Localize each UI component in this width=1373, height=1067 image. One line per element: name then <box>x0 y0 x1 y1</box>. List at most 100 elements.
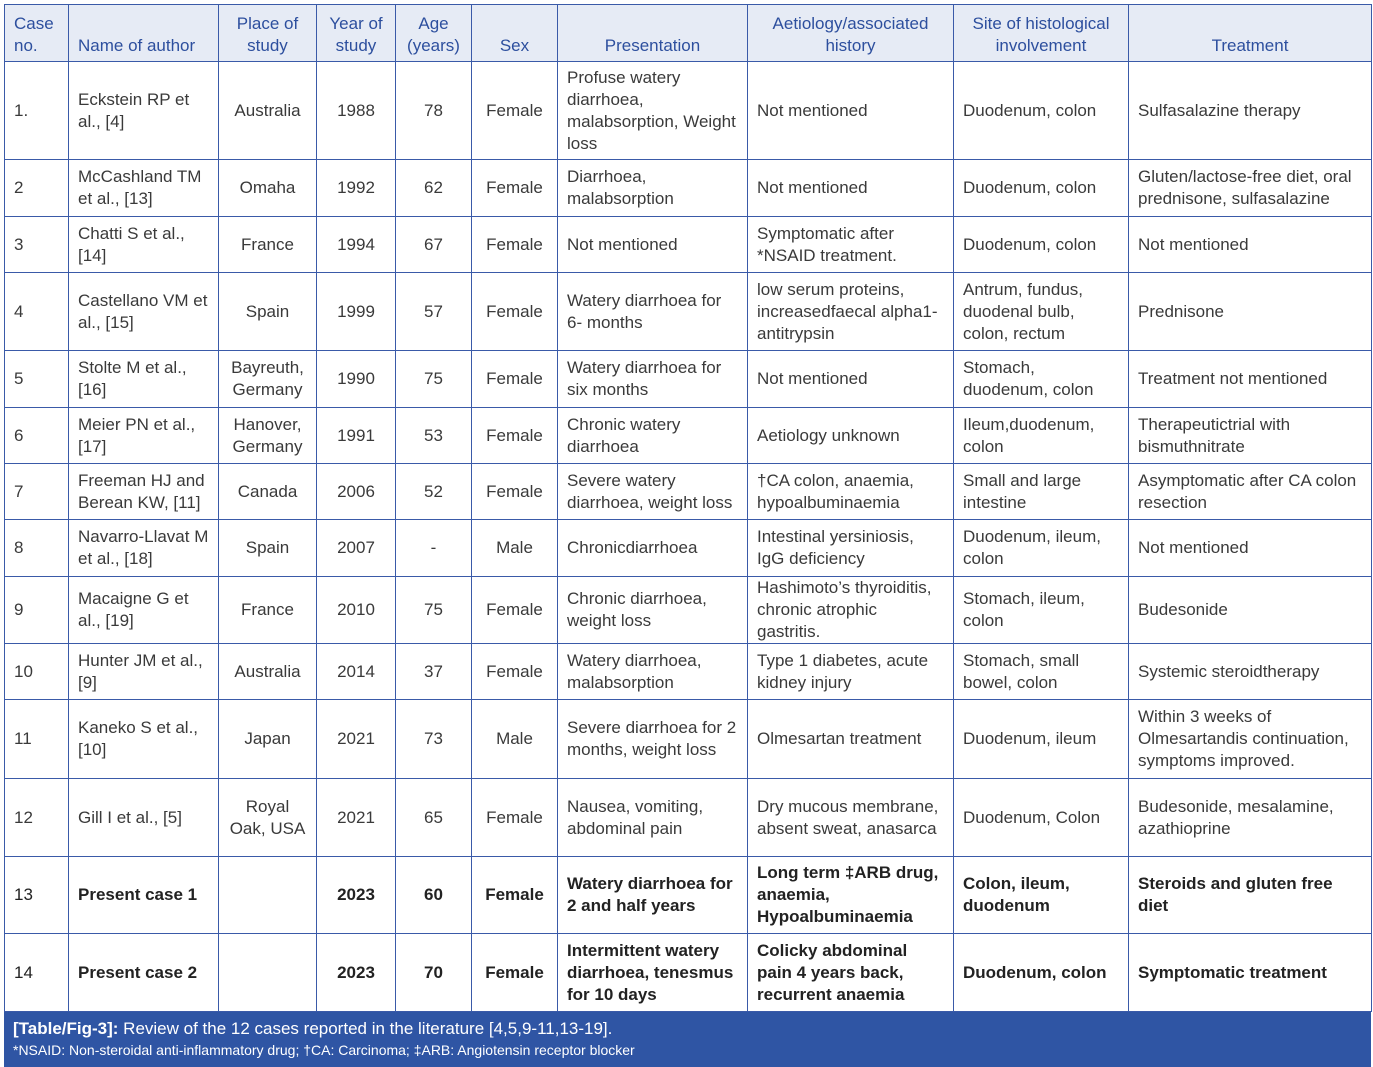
table-cell: 13 <box>4 856 69 934</box>
table-cell: Female <box>471 463 558 520</box>
column-header: Age (years) <box>395 4 472 62</box>
column-header: Place of study <box>218 4 317 62</box>
table-cell: 2021 <box>316 699 396 779</box>
caption-label: [Table/Fig-3]: <box>13 1019 119 1038</box>
table-cell: Female <box>471 350 558 408</box>
table-cell: Watery diarrhoea for 2 and half years <box>557 856 748 934</box>
table-cell <box>218 856 317 934</box>
table-cell: 1988 <box>316 61 396 160</box>
table-cell: 2010 <box>316 576 396 644</box>
table-cell: 52 <box>395 463 472 520</box>
table-cell: Small and large intestine <box>953 463 1129 520</box>
table-cell: Meier PN et al., [17] <box>68 407 219 464</box>
table-row: 2 McCashland TM et al., [13] Omaha 1992 62 Fe… <box>4 159 1372 217</box>
table-cell: 12 <box>4 778 69 857</box>
table-cell: 9 <box>4 576 69 644</box>
table-caption: [Table/Fig-3]: Review of the 12 cases re… <box>4 1012 1371 1067</box>
table-cell: - <box>395 519 472 577</box>
table-cell: 8 <box>4 519 69 577</box>
table-cell: 53 <box>395 407 472 464</box>
table-cell: Stomach, duodenum, colon <box>953 350 1129 408</box>
table-cell: Female <box>471 643 558 700</box>
table-cell: Colon, ileum, duodenum <box>953 856 1129 934</box>
table-cell: 37 <box>395 643 472 700</box>
table-cell: 2007 <box>316 519 396 577</box>
table-cell: Navarro-Llavat M et al., [18] <box>68 519 219 577</box>
table-cell: 1992 <box>316 159 396 217</box>
table-row: 11 Kaneko S et al., [10] Japan 2021 73 Male Se… <box>4 699 1372 779</box>
column-header: Name of author <box>68 4 219 62</box>
table-cell: France <box>218 576 317 644</box>
table-cell: Hashimoto’s thyroiditis, chronic atrophi… <box>747 576 954 644</box>
table-cell: Bayreuth, Germany <box>218 350 317 408</box>
table-cell: Castellano VM et al., [15] <box>68 272 219 351</box>
table-cell: McCashland TM et al., [13] <box>68 159 219 217</box>
table-cell: 60 <box>395 856 472 934</box>
table-cell: Chatti S et al., [14] <box>68 216 219 273</box>
table-cell: 73 <box>395 699 472 779</box>
table-header-row: Case no. Name of author Place of study Year… <box>4 4 1372 62</box>
table-cell: 1. <box>4 61 69 160</box>
table-cell: †CA colon, anaemia, hypoalbuminaemia <box>747 463 954 520</box>
table-cell: Not mentioned <box>1128 519 1372 577</box>
table-cell: Asymptomatic after CA colon resection <box>1128 463 1372 520</box>
table-cell: 1994 <box>316 216 396 273</box>
table-cell: Not mentioned <box>1128 216 1372 273</box>
literature-review-table-figure: Case no. Name of author Place of study Year… <box>4 4 1372 1067</box>
table-cell: Duodenum, colon <box>953 216 1129 273</box>
column-header: Aetiology/associated history <box>747 4 954 62</box>
table-cell: 2021 <box>316 778 396 857</box>
table-cell: Watery diarrhoea, malabsorption <box>557 643 748 700</box>
table-cell: Royal Oak, USA <box>218 778 317 857</box>
table-cell: Spain <box>218 272 317 351</box>
table-cell: Not mentioned <box>747 159 954 217</box>
table-cell: 1991 <box>316 407 396 464</box>
table-cell: Type 1 diabetes, acute kidney injury <box>747 643 954 700</box>
table-cell: Female <box>471 159 558 217</box>
table-cell: Hunter JM et al., [9] <box>68 643 219 700</box>
table-cell: Present case 1 <box>68 856 219 934</box>
table-cell: Kaneko S et al., [10] <box>68 699 219 779</box>
table-cell: Diarrhoea, malabsorption <box>557 159 748 217</box>
table-cell: 75 <box>395 576 472 644</box>
table-cell: 57 <box>395 272 472 351</box>
table-cell: Duodenum, ileum <box>953 699 1129 779</box>
table-row: 7 Freeman HJ and Berean KW, [11] Canada 200… <box>4 463 1372 520</box>
table-cell: Severe watery diarrhoea, weight loss <box>557 463 748 520</box>
case-review-table: Case no. Name of author Place of study Year… <box>4 4 1372 1012</box>
table-cell: Not mentioned <box>557 216 748 273</box>
table-cell: Watery diarrhoea for six months <box>557 350 748 408</box>
table-cell: Sulfasalazine therapy <box>1128 61 1372 160</box>
table-cell <box>218 933 317 1012</box>
table-cell: Female <box>471 61 558 160</box>
table-cell: Chronic watery diarrhoea <box>557 407 748 464</box>
table-cell: 7 <box>4 463 69 520</box>
table-cell: Not mentioned <box>747 61 954 160</box>
table-cell: Female <box>471 933 558 1012</box>
table-cell: Stolte M et al., [16] <box>68 350 219 408</box>
table-cell: Male <box>471 519 558 577</box>
table-cell: 4 <box>4 272 69 351</box>
table-cell: Intestinal yersiniosis, IgG deficiency <box>747 519 954 577</box>
table-cell: Duodenum, Colon <box>953 778 1129 857</box>
table-row: 8 Navarro-Llavat M et al., [18] Spain 2007-… <box>4 519 1372 577</box>
table-cell: Female <box>471 407 558 464</box>
table-cell: France <box>218 216 317 273</box>
table-row: 6 Meier PN et al., [17] Hanover, Germany 19… <box>4 407 1372 464</box>
table-cell: Australia <box>218 61 317 160</box>
table-cell: 10 <box>4 643 69 700</box>
table-cell: Colicky abdominal pain 4 years back, rec… <box>747 933 954 1012</box>
table-cell: Budesonide <box>1128 576 1372 644</box>
table-cell: Therapeutictrial with bismuthnitrate <box>1128 407 1372 464</box>
column-header: Sex <box>471 4 558 62</box>
table-cell: low serum proteins, increasedfaecal alph… <box>747 272 954 351</box>
table-cell: Aetiology unknown <box>747 407 954 464</box>
table-cell: Gluten/lactose-free diet, oral prednison… <box>1128 159 1372 217</box>
table-cell: Antrum, fundus, duodenal bulb, colon, re… <box>953 272 1129 351</box>
table-cell: Female <box>471 778 558 857</box>
table-cell: Duodenum, ileum, colon <box>953 519 1129 577</box>
table-cell: Female <box>471 856 558 934</box>
table-cell: Female <box>471 576 558 644</box>
caption-footnote: *NSAID: Non-steroidal anti-inflammatory … <box>13 1042 635 1058</box>
table-cell: Gill I et al., [5] <box>68 778 219 857</box>
